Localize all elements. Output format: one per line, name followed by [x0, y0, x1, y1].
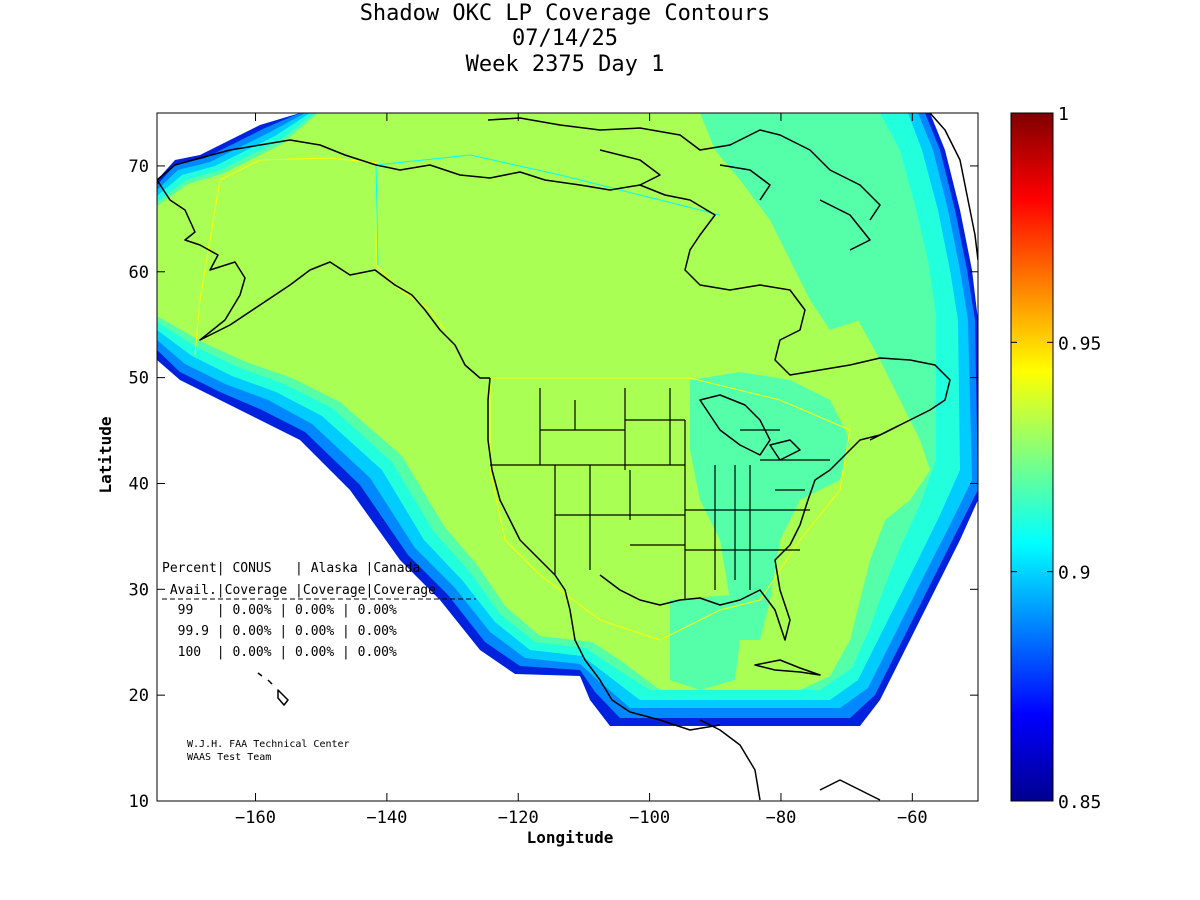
alaska-coastline — [157, 139, 490, 379]
colorbar-tick-label: 0.95 — [1058, 333, 1101, 354]
central-america-coastline — [699, 719, 881, 801]
contour-patch-gulf — [670, 595, 740, 690]
conus-west-coastline — [487, 377, 721, 731]
great-lakes — [699, 394, 801, 461]
map-week: Week 2375 Day 1 — [465, 52, 665, 77]
x-tick-label: −120 — [498, 808, 539, 828]
y-tick-label: 30 — [129, 580, 149, 600]
axes: −160 −140 −120 −100 −80 −60 10 20 30 40 50 60 70 — [129, 113, 978, 828]
state-grid-lines — [490, 388, 830, 600]
conus-gulf-east-coastline — [599, 424, 901, 641]
conus-boundary — [489, 377, 851, 641]
x-tick-label: −100 — [629, 808, 670, 828]
y-axis-label: Latitude — [96, 416, 115, 493]
y-tick-label: 50 — [129, 369, 149, 389]
y-tick-label: 70 — [129, 157, 149, 177]
table-header-2: Avail.|Coverage |Coverage|Coverage — [162, 583, 436, 598]
table-row: 99.9 | 0.00% | 0.00% | 0.00% — [162, 624, 397, 639]
table-header-1: Percent| CONUS | Alaska |Canada — [162, 561, 420, 576]
contour-patch-north — [700, 113, 880, 330]
y-tick-label: 40 — [129, 474, 149, 494]
plot-frame — [156, 112, 979, 802]
credit-text: W.J.H. FAA Technical Center WAAS Test Te… — [187, 739, 350, 763]
colorbar-tick-label: 0.9 — [1058, 563, 1091, 584]
alaska-boundary — [194, 157, 446, 356]
map-title: Shadow OKC LP Coverage Contours — [359, 1, 771, 26]
region-boundaries — [194, 154, 851, 641]
x-tick-label: −60 — [897, 808, 928, 828]
arctic-islands — [487, 117, 881, 251]
contour-patch-atlantic — [830, 460, 930, 650]
coverage-table: Percent| CONUS | Alaska |Canada Avail.|C… — [162, 561, 476, 660]
colorbar — [1010, 112, 1054, 802]
y-tick-label: 10 — [129, 792, 149, 812]
canada-arctic-coastline — [375, 164, 951, 441]
coverage-contours — [157, 113, 978, 726]
colorbar-ticks: 1 0.95 0.9 0.85 — [1011, 104, 1101, 813]
colorbar-tick-label: 1 — [1058, 104, 1069, 125]
colorbar-tick-label: 0.85 — [1058, 792, 1101, 813]
y-tick-label: 20 — [129, 686, 149, 706]
x-axis-label: Longitude — [527, 828, 614, 847]
x-tick-label: −140 — [366, 808, 407, 828]
state-boundaries — [490, 388, 830, 600]
y-tick-label: 60 — [129, 263, 149, 283]
map-date: 07/14/25 — [512, 26, 618, 51]
credit-line-1: W.J.H. FAA Technical Center — [187, 739, 350, 750]
credit-line-2: WAAS Test Team — [187, 752, 271, 763]
x-tick-label: −80 — [766, 808, 797, 828]
table-row: 99 | 0.00% | 0.00% | 0.00% — [162, 603, 397, 618]
hawaii-islands — [257, 672, 289, 706]
x-tick-label: −160 — [235, 808, 276, 828]
contour-patch-east — [690, 372, 850, 640]
canada-boundary — [375, 154, 721, 266]
greenland-coastline — [929, 113, 978, 261]
table-row: 100 | 0.00% | 0.00% | 0.00% — [162, 645, 397, 660]
coastlines — [157, 113, 978, 801]
cuba-coastline — [754, 659, 821, 676]
